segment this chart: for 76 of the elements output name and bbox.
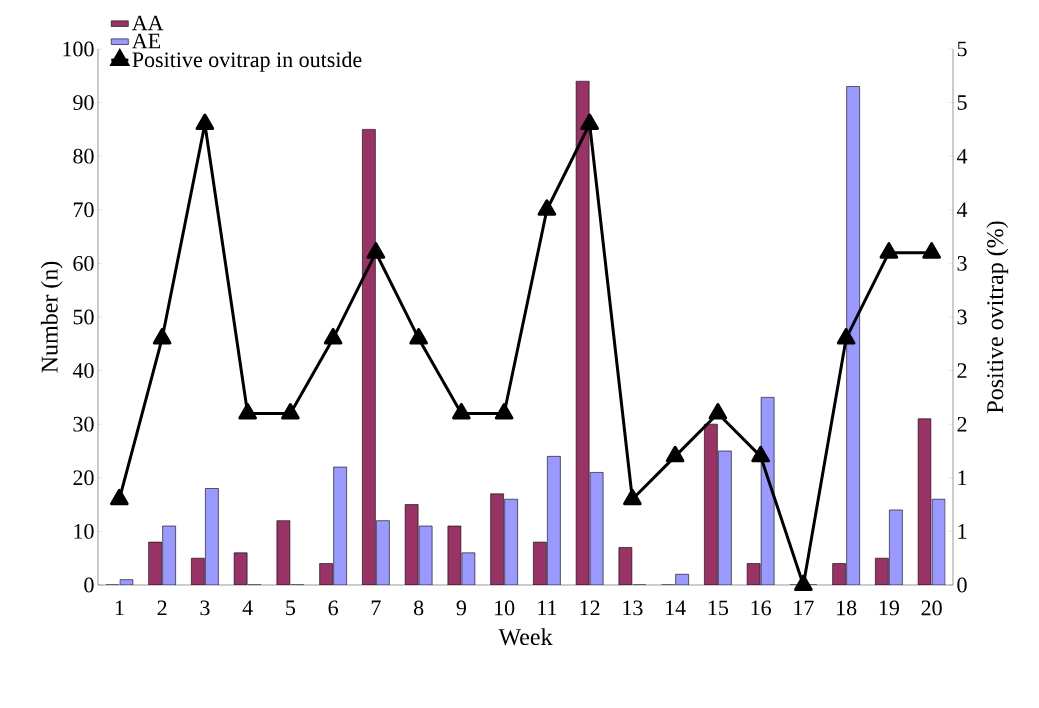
bar	[504, 499, 518, 585]
x-tick-label: 1	[115, 600, 124, 616]
legend-label: Positive ovitrap in outside	[132, 51, 362, 72]
y2-tick-label: 5	[957, 41, 967, 57]
y2-tick-label: 2	[957, 416, 967, 432]
point	[281, 402, 300, 420]
x-tick-label: 17	[794, 600, 814, 616]
y2-tick-label: 0	[957, 577, 967, 593]
x-tick-label: 15	[708, 600, 729, 616]
point	[879, 242, 899, 259]
point	[708, 402, 728, 420]
point	[152, 327, 172, 345]
x-axis-title: Week	[498, 628, 553, 646]
point	[751, 445, 770, 463]
point	[409, 327, 428, 345]
legend-label: AA	[132, 15, 164, 31]
y2-tick-label: 3	[957, 309, 967, 325]
y2-axis-title: Positive ovitrap (%)	[986, 221, 1009, 413]
y2-tick-label: 4	[956, 202, 968, 218]
bar	[333, 467, 347, 585]
point	[494, 402, 514, 420]
y-tick-label: 50	[73, 309, 94, 325]
y-tick-label: 80	[73, 148, 94, 164]
x-tick-label: 11	[538, 600, 557, 616]
y-axis-title: Number (n)	[40, 261, 63, 373]
y2-tick-label: 5	[957, 95, 967, 110]
y2-tick-label: 2	[957, 363, 967, 378]
y-tick-label: 30	[73, 416, 94, 432]
point	[580, 113, 599, 131]
x-tick-label: 6	[328, 600, 338, 616]
y-tick-label: 20	[73, 470, 94, 486]
x-tick-label: 2	[157, 600, 167, 616]
legend-label: AE	[132, 33, 161, 49]
bar	[889, 509, 903, 585]
bar	[376, 520, 390, 585]
x-tick-label: 13	[623, 600, 643, 616]
y-tick-label: 60	[73, 255, 94, 271]
x-tick-label: 16	[751, 600, 771, 616]
y-tick-label: 100	[63, 41, 94, 57]
point	[836, 327, 856, 345]
point	[323, 327, 343, 345]
y2-tick-label: 1	[958, 524, 967, 539]
x-tick-label: 20	[921, 600, 942, 616]
y-tick-label: 90	[73, 95, 94, 111]
x-tick-label: 19	[879, 600, 899, 616]
x-tick-label: 3	[200, 600, 210, 616]
y-tick-label: 10	[74, 523, 94, 539]
point	[537, 199, 557, 216]
point	[623, 488, 642, 506]
x-tick-label: 12	[580, 600, 600, 616]
bar	[846, 86, 860, 585]
bar	[547, 456, 561, 585]
x-tick-label: 18	[837, 600, 857, 616]
y-tick-label: 70	[73, 202, 94, 218]
x-tick-label: 7	[371, 600, 381, 615]
x-tick-label: 4	[242, 600, 253, 615]
point	[366, 242, 386, 259]
y-tick-label: 40	[72, 363, 94, 379]
point	[794, 574, 813, 591]
y-tick-label: 0	[84, 577, 94, 593]
y2-tick-label: 4	[956, 148, 968, 164]
point	[452, 402, 471, 420]
x-tick-label: 14	[666, 600, 686, 616]
x-tick-label: 8	[413, 600, 424, 616]
point	[110, 488, 129, 506]
y2-tick-label: 3	[957, 255, 967, 271]
point	[195, 113, 215, 131]
x-tick-label: 10	[495, 600, 515, 616]
point	[665, 445, 685, 463]
y2-tick-label: 1	[958, 470, 967, 486]
point	[922, 242, 941, 259]
point	[238, 402, 257, 420]
x-tick-label: 9	[456, 600, 466, 616]
x-tick-label: 5	[286, 600, 296, 616]
bar	[718, 450, 732, 585]
bar	[205, 488, 219, 585]
